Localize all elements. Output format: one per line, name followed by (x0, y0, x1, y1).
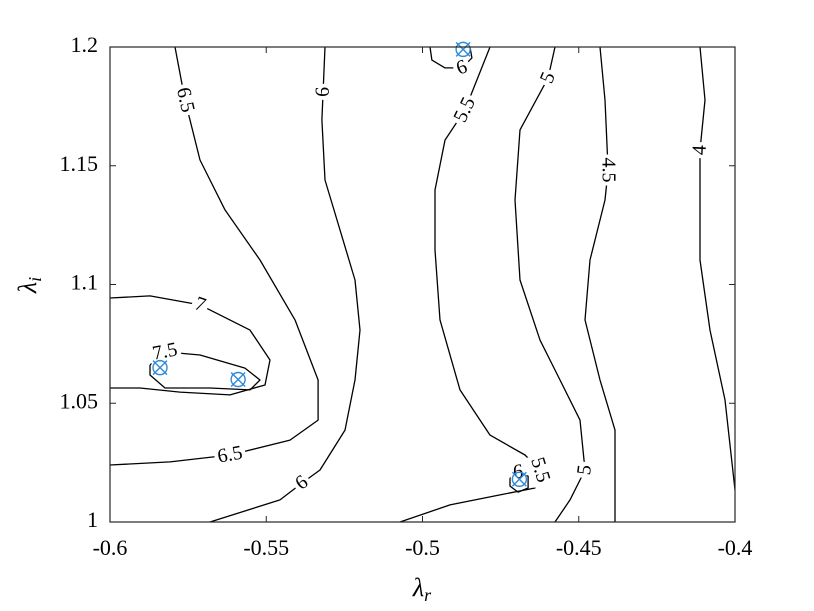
x-tick-label: -0.6 (93, 535, 128, 560)
y-axis-label: λi (13, 277, 45, 294)
point-cross (455, 41, 471, 57)
point-circle (152, 359, 168, 376)
contour-line (399, 47, 541, 522)
point (230, 371, 246, 388)
y-tick-label: 1.1 (71, 270, 99, 295)
x-axis-label: λr (412, 573, 432, 605)
point-circle (455, 41, 471, 58)
point-cross (511, 471, 527, 487)
x-tick-label: -0.55 (243, 535, 289, 560)
contour-line (584, 47, 616, 522)
y-tick-label: 1.15 (60, 151, 99, 176)
contour-label-bg (525, 451, 556, 488)
contour-line (699, 47, 735, 490)
contour-label-bg (688, 141, 711, 159)
contour-label: 5 (534, 66, 561, 90)
contour-label-text: 6.5 (172, 85, 199, 114)
point-circle (230, 371, 246, 388)
point-cross (152, 360, 168, 376)
contour-label: 6 (450, 54, 474, 81)
y-tick-label: 1 (87, 507, 98, 532)
x-axis-subscript: r (424, 585, 432, 605)
points-layer (152, 41, 528, 487)
x-tick-label: -0.5 (405, 535, 440, 560)
contour-label: 6 (311, 83, 335, 101)
contour-label: 4.5 (597, 154, 620, 186)
contour-label-text: 4 (688, 145, 710, 156)
contour-label: 5 (572, 460, 597, 480)
contour-label-bg (572, 460, 597, 480)
contour-label-bg (288, 469, 315, 497)
contour-label-bg (311, 83, 335, 101)
point (152, 359, 168, 376)
contour-line (149, 351, 261, 391)
point (455, 41, 471, 58)
y-axis-subscript: i (25, 277, 45, 282)
contour-label: 6.5 (171, 82, 200, 118)
point (511, 471, 528, 487)
contour-label-text: 6.5 (216, 442, 245, 468)
contour-label-bg (450, 54, 474, 81)
x-axis-symbol: λ (412, 573, 424, 602)
contour-label: 5.5 (525, 451, 556, 488)
point-circle (511, 471, 528, 487)
x-tick-label: -0.4 (718, 535, 753, 560)
contour-label-bg (147, 337, 183, 366)
contour-line (110, 295, 271, 396)
x-tick-label: -0.45 (556, 535, 602, 560)
contour-label-bg (189, 291, 212, 318)
contour-label-text: 6 (312, 86, 334, 97)
contour-label: 4 (688, 141, 711, 159)
contour-label-bg (534, 66, 561, 90)
point-cross (230, 372, 246, 387)
contour-label-bg (447, 91, 482, 129)
plot-area (110, 47, 735, 522)
y-axis-symbol: λ (13, 282, 42, 294)
ticks: -0.6 -0.55 -0.5 -0.45 -0.4 1 1.05 1.1 1.15 1.2 (60, 32, 753, 560)
contour-label-bg (597, 154, 620, 186)
contour-label-bg (212, 441, 248, 469)
contour-label: 6 (288, 469, 315, 497)
contour-label-text: 4.5 (598, 158, 620, 183)
contour-label: 6.5 (212, 441, 248, 469)
contour-label: 7.5 (147, 337, 183, 366)
contour-label-text: 7.5 (151, 338, 180, 364)
y-tick-label: 1.2 (71, 32, 99, 57)
contour-label: 7 (189, 291, 212, 318)
contour-line (514, 47, 586, 522)
contour-label-text: 5 (573, 464, 596, 477)
contour-label-bg (171, 82, 200, 118)
y-tick-label: 1.05 (60, 388, 99, 413)
